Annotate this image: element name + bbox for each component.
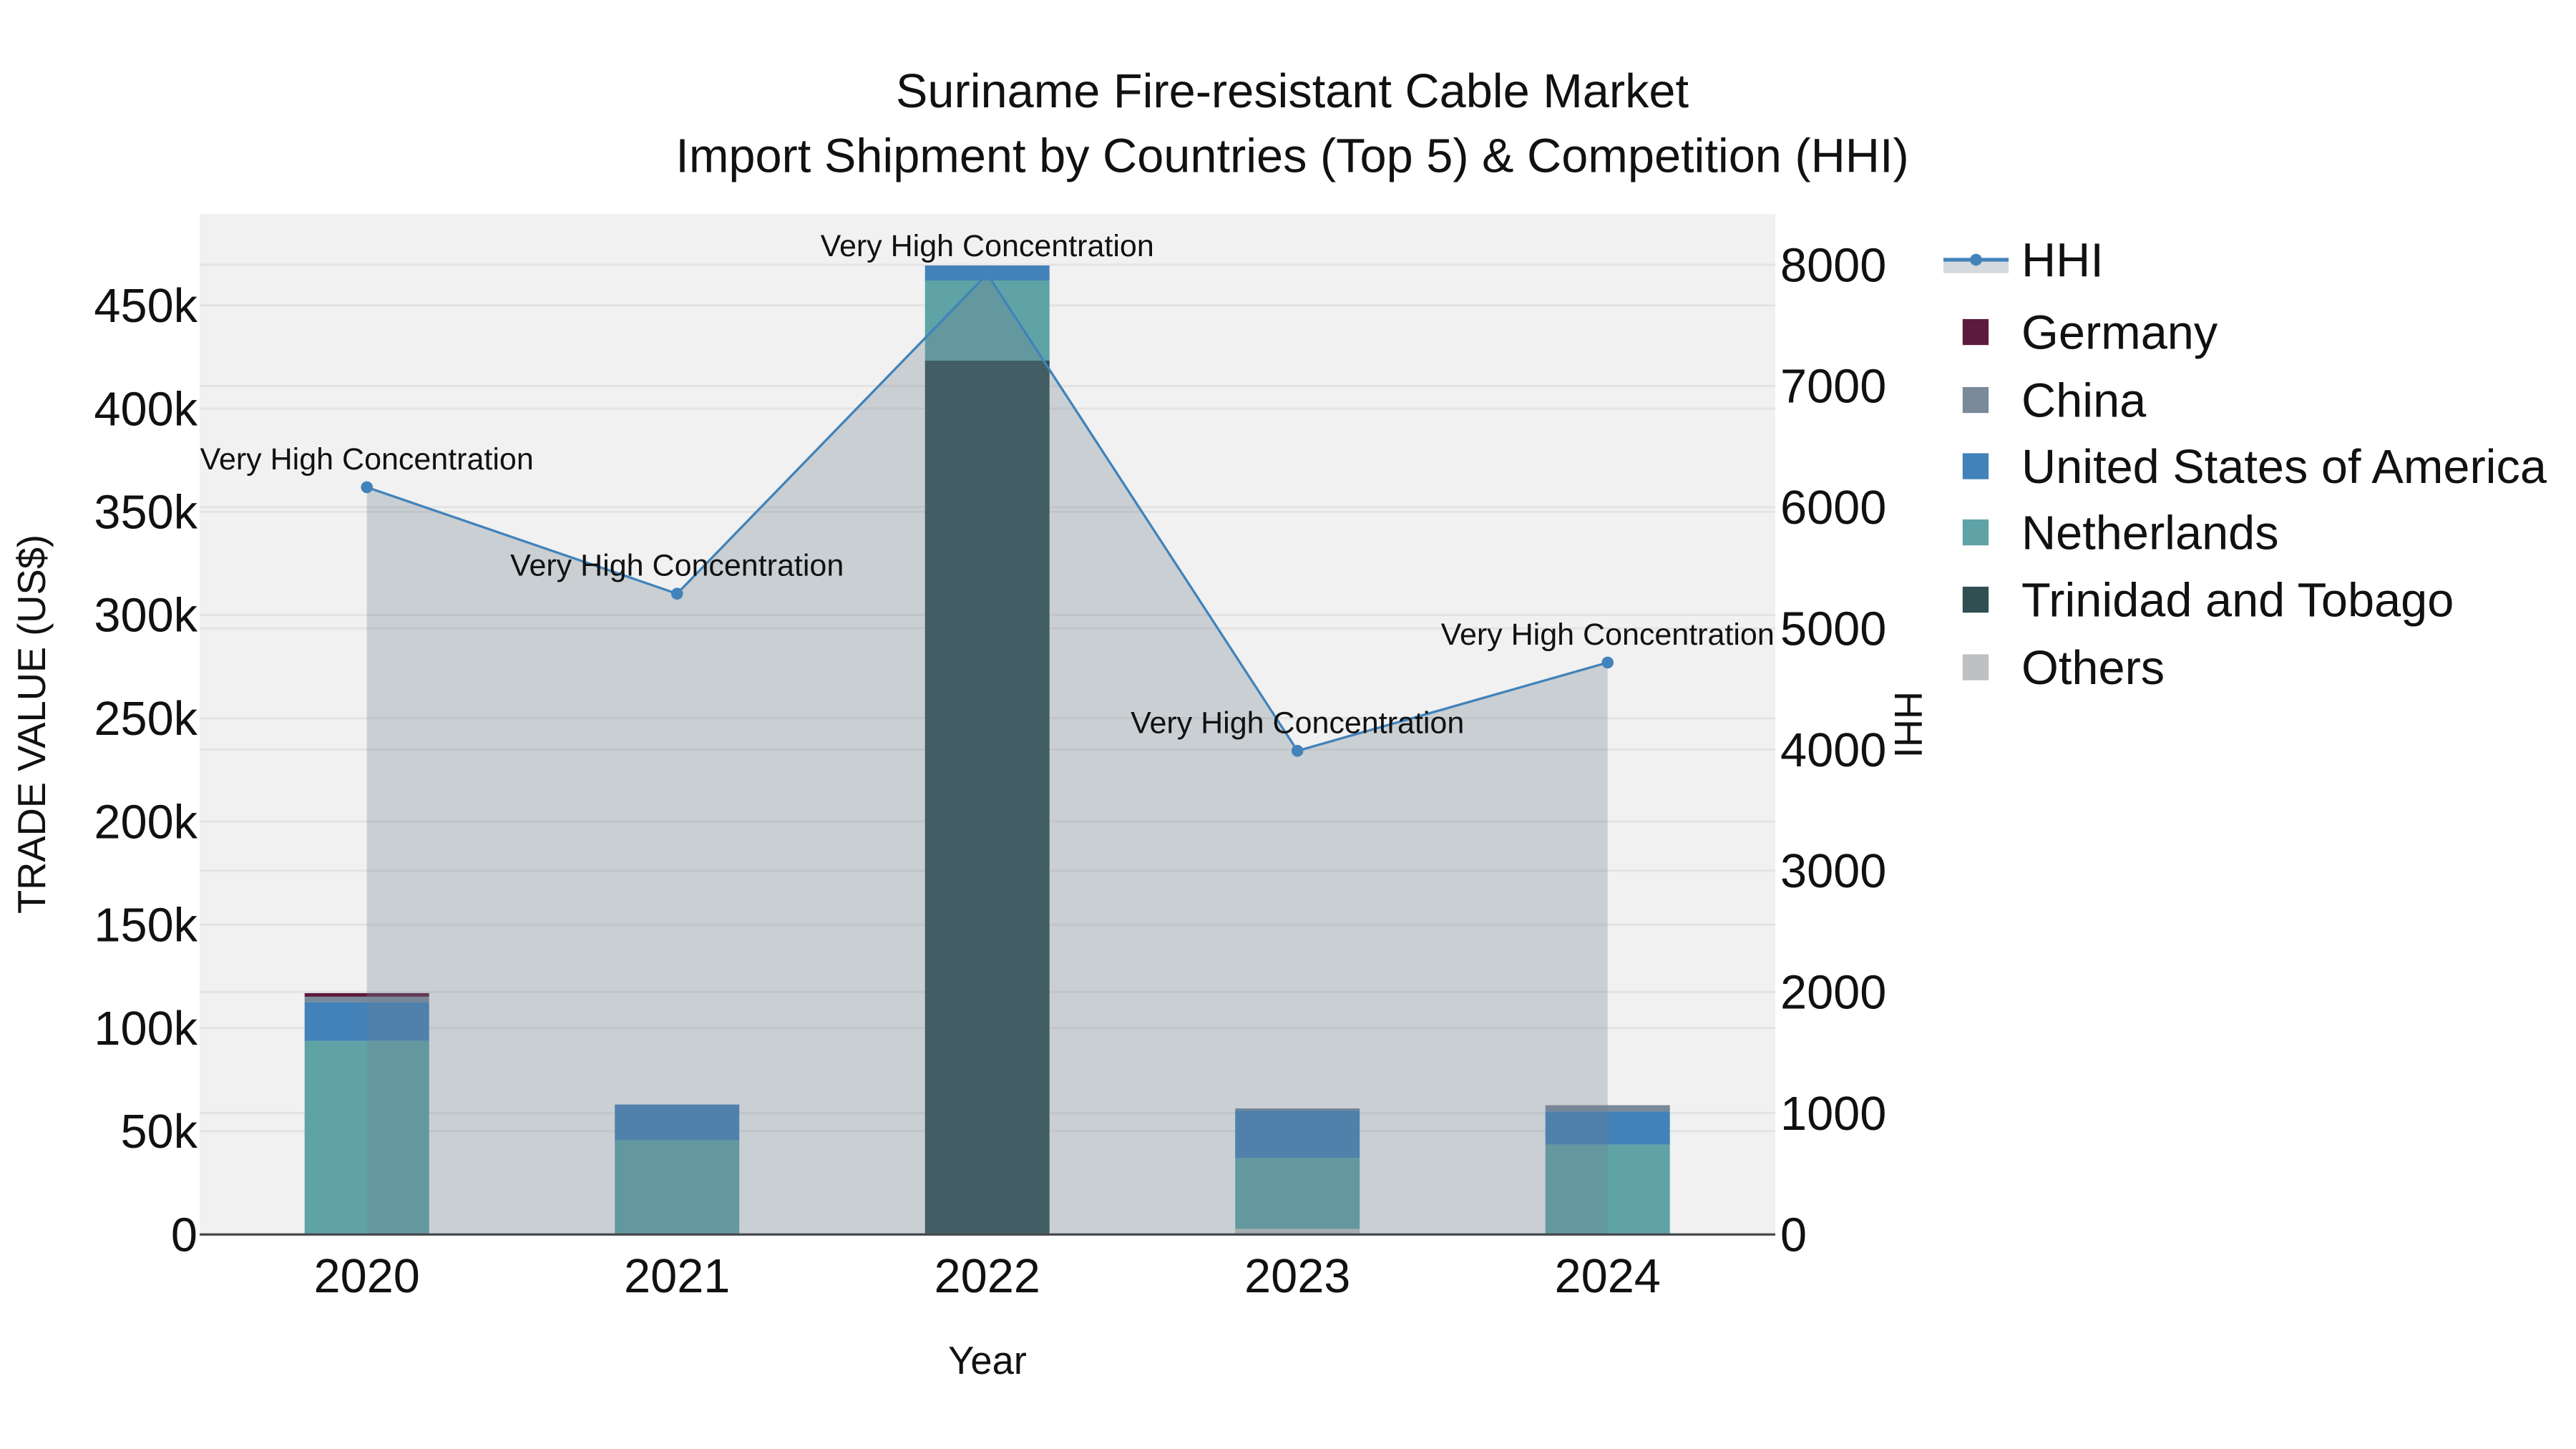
svg-text:Suriname Fire-resistant Cable: Suriname Fire-resistant Cable Market (896, 65, 1689, 118)
svg-text:Very High Concentration: Very High Concentration (1131, 706, 1464, 740)
svg-text:Netherlands: Netherlands (2021, 507, 2279, 560)
svg-text:Trinidad and Tobago: Trinidad and Tobago (2021, 574, 2454, 627)
svg-text:2020: 2020 (314, 1250, 420, 1303)
svg-text:300k: 300k (94, 590, 197, 643)
svg-text:Very High Concentration: Very High Concentration (821, 229, 1154, 263)
svg-text:350k: 350k (94, 487, 197, 540)
svg-text:Very High Concentration: Very High Concentration (510, 549, 844, 583)
svg-text:Very High Concentration: Very High Concentration (1441, 618, 1775, 652)
svg-text:100k: 100k (94, 1002, 197, 1055)
svg-text:5000: 5000 (1780, 602, 1886, 655)
svg-text:50k: 50k (120, 1106, 197, 1158)
svg-text:8000: 8000 (1780, 239, 1886, 292)
svg-text:2022: 2022 (935, 1250, 1040, 1303)
svg-text:0: 0 (1780, 1209, 1807, 1262)
svg-text:6000: 6000 (1780, 482, 1886, 535)
svg-text:2023: 2023 (1244, 1250, 1350, 1303)
svg-text:7000: 7000 (1780, 361, 1886, 414)
svg-text:450k: 450k (94, 280, 197, 333)
svg-text:HHI: HHI (1886, 691, 1930, 758)
svg-text:Others: Others (2021, 642, 2165, 695)
svg-text:China: China (2021, 374, 2147, 427)
svg-text:2000: 2000 (1780, 967, 1886, 1020)
svg-text:150k: 150k (94, 899, 197, 952)
svg-text:1000: 1000 (1780, 1088, 1886, 1141)
svg-text:400k: 400k (94, 383, 197, 436)
svg-text:4000: 4000 (1780, 724, 1886, 777)
svg-text:250k: 250k (94, 693, 197, 746)
svg-text:Year: Year (948, 1339, 1027, 1382)
svg-text:2024: 2024 (1555, 1250, 1661, 1303)
svg-text:HHI: HHI (2021, 234, 2104, 287)
svg-text:United States of America: United States of America (2021, 441, 2547, 494)
svg-text:Germany: Germany (2021, 306, 2218, 359)
svg-text:3000: 3000 (1780, 845, 1886, 898)
svg-text:200k: 200k (94, 796, 197, 849)
svg-text:TRADE VALUE (US$): TRADE VALUE (US$) (10, 535, 54, 914)
svg-text:Very High Concentration: Very High Concentration (200, 442, 534, 477)
svg-text:2021: 2021 (624, 1250, 730, 1303)
svg-text:Import Shipment by Countries (: Import Shipment by Countries (Top 5) & C… (675, 130, 1908, 183)
svg-text:0: 0 (171, 1209, 197, 1262)
